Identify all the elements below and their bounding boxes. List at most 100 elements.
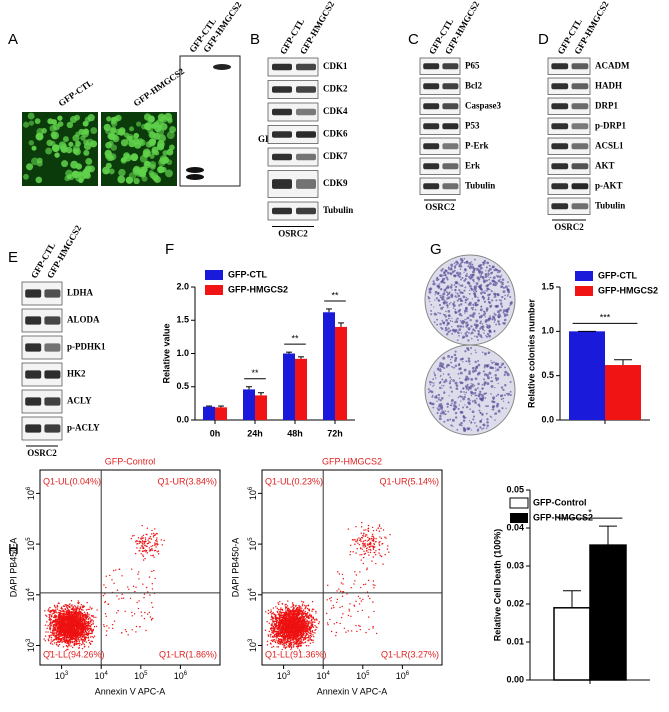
event-dot (121, 593, 123, 596)
y-tick-label: 106 (26, 486, 37, 500)
colony (482, 279, 486, 283)
colony (504, 366, 507, 369)
colony (470, 421, 472, 424)
event-dot (65, 639, 67, 642)
colony (461, 276, 464, 279)
colony (441, 294, 443, 296)
colony (464, 393, 466, 396)
colony (465, 375, 469, 379)
event-dot (54, 621, 57, 623)
colony (467, 339, 470, 342)
colony (480, 305, 483, 308)
event-dot (89, 606, 91, 608)
colony (481, 328, 485, 331)
colony (473, 280, 475, 283)
event-dot (82, 636, 84, 639)
event-dot (73, 644, 75, 646)
cell (74, 114, 81, 121)
colony (488, 330, 492, 334)
event-dot (138, 578, 140, 580)
colony (448, 268, 450, 271)
colony (494, 412, 498, 415)
event-dot (56, 622, 59, 625)
blot-band (423, 143, 440, 150)
event-dot (67, 613, 69, 615)
event-dot (135, 586, 137, 589)
event-dot (113, 582, 115, 585)
colony (475, 425, 478, 427)
colony (460, 421, 463, 425)
event-dot (309, 636, 311, 639)
cell (36, 157, 43, 164)
tick-base: 10 (134, 671, 144, 681)
event-dot (79, 622, 81, 624)
event-dot (73, 633, 75, 635)
event-dot (67, 646, 69, 648)
event-dot (104, 593, 106, 595)
y-tick-label: 0.02 (506, 598, 524, 608)
colony (449, 329, 452, 332)
event-dot (53, 639, 55, 642)
event-dot (44, 624, 47, 626)
colony (441, 362, 445, 366)
event-dot (143, 547, 145, 550)
event-dot (82, 606, 85, 608)
event-dot (63, 629, 65, 632)
event-dot (82, 619, 84, 622)
event-dot (73, 640, 76, 642)
colony (464, 278, 467, 281)
cell (31, 145, 37, 151)
colony (496, 368, 500, 372)
event-dot (150, 554, 152, 557)
event-dot (112, 627, 114, 630)
event-dot (51, 640, 54, 642)
event-dot (143, 550, 145, 552)
colony (449, 272, 452, 275)
colony (497, 313, 501, 317)
colony (466, 281, 470, 285)
cell (149, 131, 156, 138)
colony (446, 304, 449, 307)
colony (503, 318, 507, 322)
event-dot (60, 629, 63, 631)
cell (72, 134, 80, 142)
event-dot (139, 626, 141, 628)
blot-strip (547, 77, 591, 95)
event-dot (44, 635, 47, 637)
colony (459, 284, 462, 287)
event-dot (140, 537, 142, 540)
cell (159, 122, 168, 131)
y-tick-label: 104 (26, 587, 37, 601)
event-dot (152, 536, 155, 538)
colony (465, 274, 468, 278)
cell (51, 144, 60, 153)
colony (442, 281, 445, 284)
colony (485, 365, 488, 368)
blot-band (296, 63, 316, 71)
colony (459, 358, 463, 361)
legend-label: GFP-CTL (228, 269, 267, 279)
event-dot (81, 624, 83, 626)
colony (504, 370, 508, 374)
event-dot (148, 611, 151, 614)
colony (489, 293, 492, 296)
colony (473, 386, 475, 388)
colony (455, 320, 459, 324)
blot-band (551, 143, 569, 150)
colony (463, 261, 466, 264)
event-dot (51, 632, 53, 634)
event-dot (104, 601, 106, 604)
colony (496, 363, 499, 366)
colony (447, 373, 450, 376)
colony (483, 298, 485, 301)
event-dot (63, 641, 66, 643)
event-dot (87, 631, 90, 633)
cell (110, 127, 117, 134)
colony (443, 420, 446, 423)
event-dot (67, 617, 69, 620)
event-dot (144, 539, 147, 541)
event-dot (59, 624, 61, 627)
blot-band (423, 123, 440, 130)
event-dot (271, 622, 273, 625)
event-dot (82, 609, 84, 611)
